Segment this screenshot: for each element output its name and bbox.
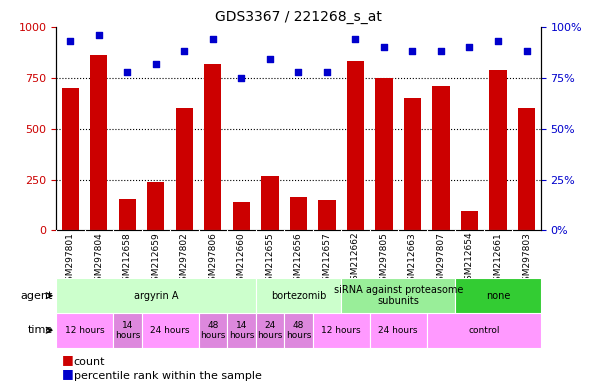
Bar xyxy=(256,313,284,348)
Text: 12 hours: 12 hours xyxy=(65,326,105,335)
Bar xyxy=(233,202,250,230)
Bar xyxy=(433,86,450,230)
Bar xyxy=(62,88,79,230)
Bar xyxy=(427,313,541,348)
Bar xyxy=(290,197,307,230)
Text: GSM212658: GSM212658 xyxy=(123,232,132,286)
Text: none: none xyxy=(486,291,510,301)
Point xyxy=(436,48,446,55)
Point xyxy=(265,56,275,63)
Point xyxy=(208,36,217,42)
Point xyxy=(379,44,389,50)
Point xyxy=(151,60,161,66)
Point xyxy=(237,74,246,81)
Bar xyxy=(455,278,541,313)
Point xyxy=(522,48,531,55)
Bar xyxy=(319,200,336,230)
Bar xyxy=(489,70,506,230)
Bar xyxy=(370,313,427,348)
Text: 14
hours: 14 hours xyxy=(115,321,140,340)
Text: argyrin A: argyrin A xyxy=(134,291,178,301)
Text: GSM297806: GSM297806 xyxy=(209,232,217,287)
Text: 48
hours: 48 hours xyxy=(286,321,311,340)
Bar xyxy=(147,182,164,230)
Text: control: control xyxy=(468,326,499,335)
Bar xyxy=(375,78,392,230)
Text: count: count xyxy=(74,357,105,367)
Bar xyxy=(199,313,227,348)
Text: GSM297803: GSM297803 xyxy=(522,232,531,287)
Point xyxy=(294,69,303,75)
Point xyxy=(350,36,360,42)
Text: GSM212657: GSM212657 xyxy=(323,232,332,286)
Point xyxy=(66,38,75,44)
Text: bortezomib: bortezomib xyxy=(271,291,326,301)
Bar xyxy=(256,278,341,313)
Bar xyxy=(404,98,421,230)
Point xyxy=(408,48,417,55)
Bar xyxy=(113,313,142,348)
Point xyxy=(180,48,189,55)
Text: 24 hours: 24 hours xyxy=(378,326,418,335)
Text: GSM212663: GSM212663 xyxy=(408,232,417,286)
Text: 48
hours: 48 hours xyxy=(200,321,226,340)
Text: GSM212654: GSM212654 xyxy=(465,232,474,286)
Point xyxy=(94,32,103,38)
Text: GSM212656: GSM212656 xyxy=(294,232,303,286)
Text: 12 hours: 12 hours xyxy=(322,326,361,335)
Text: GSM297804: GSM297804 xyxy=(95,232,103,286)
Bar xyxy=(90,55,108,230)
Bar xyxy=(461,211,478,230)
Text: siRNA against proteasome
subunits: siRNA against proteasome subunits xyxy=(333,285,463,306)
Bar xyxy=(227,313,256,348)
Text: ■: ■ xyxy=(62,353,74,366)
Bar xyxy=(56,278,256,313)
Bar xyxy=(341,278,455,313)
Bar xyxy=(518,108,535,230)
Point xyxy=(493,38,503,44)
Point xyxy=(322,69,332,75)
Bar xyxy=(347,61,364,230)
Text: GSM212660: GSM212660 xyxy=(237,232,246,286)
Text: GSM297805: GSM297805 xyxy=(379,232,388,287)
Text: time: time xyxy=(28,325,53,335)
Text: 24 hours: 24 hours xyxy=(151,326,190,335)
Text: GSM297801: GSM297801 xyxy=(66,232,75,287)
Text: 14
hours: 14 hours xyxy=(229,321,254,340)
Bar xyxy=(176,108,193,230)
Point xyxy=(123,69,132,75)
Point xyxy=(465,44,474,50)
Text: GSM212662: GSM212662 xyxy=(351,232,360,286)
Bar xyxy=(142,313,199,348)
Text: 24
hours: 24 hours xyxy=(257,321,282,340)
Text: GSM297807: GSM297807 xyxy=(437,232,446,287)
Text: agent: agent xyxy=(21,291,53,301)
Bar xyxy=(119,199,136,230)
Bar xyxy=(284,313,313,348)
Text: ■: ■ xyxy=(62,367,74,380)
Text: GSM212655: GSM212655 xyxy=(265,232,274,286)
Bar xyxy=(204,63,222,230)
Text: GSM212659: GSM212659 xyxy=(151,232,160,286)
Bar xyxy=(313,313,370,348)
Text: percentile rank within the sample: percentile rank within the sample xyxy=(74,371,262,381)
Text: GSM212661: GSM212661 xyxy=(493,232,502,286)
Title: GDS3367 / 221268_s_at: GDS3367 / 221268_s_at xyxy=(215,10,382,25)
Bar xyxy=(261,177,278,230)
Text: GSM297802: GSM297802 xyxy=(180,232,189,286)
Bar xyxy=(56,313,113,348)
